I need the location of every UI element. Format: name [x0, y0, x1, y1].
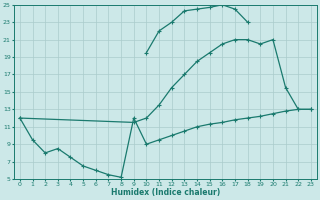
X-axis label: Humidex (Indice chaleur): Humidex (Indice chaleur)	[111, 188, 220, 197]
